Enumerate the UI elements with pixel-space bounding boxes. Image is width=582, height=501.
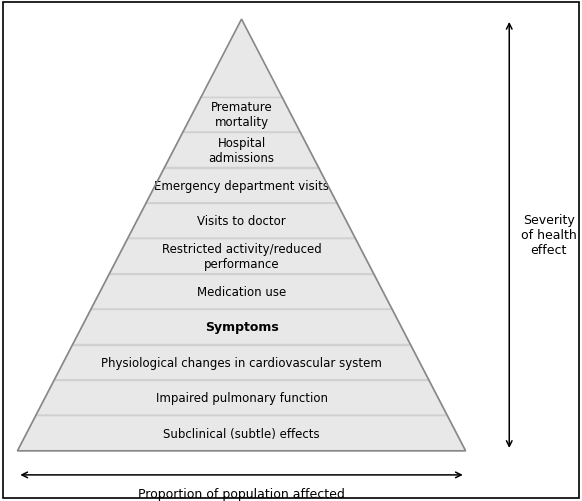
Polygon shape	[109, 239, 374, 274]
Text: Emergency department visits: Emergency department visits	[154, 179, 329, 192]
Text: Impaired pulmonary function: Impaired pulmonary function	[155, 391, 328, 404]
Text: Severity
of health
effect: Severity of health effect	[521, 214, 577, 257]
Polygon shape	[17, 415, 466, 451]
Polygon shape	[73, 310, 410, 345]
Text: Restricted activity/reduced
performance: Restricted activity/reduced performance	[162, 242, 321, 271]
Polygon shape	[36, 380, 447, 415]
Text: Subclinical (subtle) effects: Subclinical (subtle) effects	[163, 427, 320, 440]
Text: Premature
mortality: Premature mortality	[211, 101, 272, 129]
Text: Medication use: Medication use	[197, 286, 286, 299]
Text: Visits to doctor: Visits to doctor	[197, 215, 286, 228]
Polygon shape	[183, 98, 300, 133]
Text: Symptoms: Symptoms	[205, 321, 278, 334]
Text: Hospital
admissions: Hospital admissions	[208, 137, 275, 164]
Text: Physiological changes in cardiovascular system: Physiological changes in cardiovascular …	[101, 356, 382, 369]
Text: Proportion of population affected: Proportion of population affected	[138, 487, 345, 500]
Polygon shape	[127, 203, 356, 239]
Polygon shape	[91, 274, 392, 310]
Polygon shape	[201, 20, 282, 98]
Polygon shape	[146, 168, 337, 203]
Polygon shape	[54, 345, 429, 380]
Polygon shape	[165, 133, 318, 168]
